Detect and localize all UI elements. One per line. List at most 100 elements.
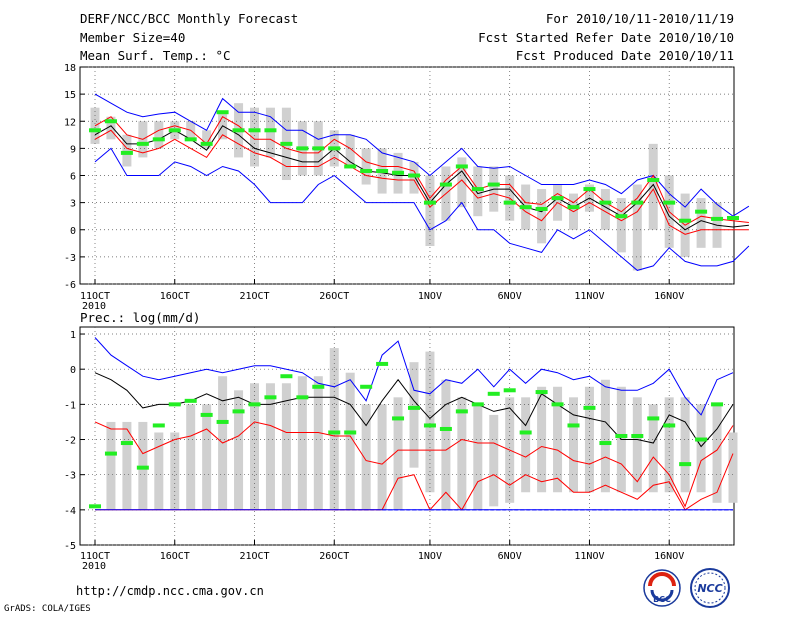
- observed-marker: [248, 128, 261, 133]
- observed-marker: [328, 430, 341, 435]
- spread-bar: [616, 198, 626, 253]
- spread-bar: [457, 397, 467, 510]
- forecast-produced-date: Fcst Produced Date 2010/10/11: [515, 48, 734, 63]
- observed-marker: [503, 200, 516, 205]
- x-tick-label: 16OCT: [160, 551, 190, 562]
- ncc-logo-text: NCC: [697, 582, 722, 595]
- panel-title: Prec.: log(mm/d): [80, 310, 200, 325]
- x-tick-label: 6NOV: [498, 291, 522, 302]
- y-tick-label: -3: [64, 471, 76, 482]
- observed-marker: [647, 416, 660, 421]
- observed-marker: [471, 402, 484, 407]
- observed-marker: [280, 374, 293, 379]
- observed-marker: [360, 168, 373, 173]
- observed-marker: [184, 137, 197, 142]
- observed-marker: [248, 402, 261, 407]
- observed-marker: [519, 205, 532, 210]
- observed-marker: [423, 423, 436, 428]
- y-tick-label: 3: [70, 199, 76, 210]
- x-tick-label: 16NOV: [654, 551, 684, 562]
- spread-bar: [281, 383, 291, 510]
- x-tick-label: 1NOV: [418, 291, 442, 302]
- spread-bar: [202, 404, 212, 510]
- observed-marker: [136, 141, 149, 146]
- spread-bar: [122, 421, 132, 510]
- spread-bar: [106, 421, 116, 510]
- spread-bar: [648, 404, 658, 493]
- observed-marker: [296, 395, 309, 400]
- y-tick-label: -3: [64, 253, 76, 264]
- observed-marker: [471, 187, 484, 192]
- spread-bar: [489, 414, 499, 507]
- observed-marker: [376, 361, 389, 366]
- observed-marker: [487, 391, 500, 396]
- observed-marker: [599, 200, 612, 205]
- observed-marker: [519, 430, 532, 435]
- x-tick-label: 16NOV: [654, 291, 684, 302]
- observed-marker: [89, 128, 101, 133]
- observed-marker: [168, 402, 181, 407]
- bcc-ncc-logos: BCC NCC: [643, 568, 730, 608]
- y-tick-label: -1: [64, 400, 76, 411]
- observed-marker: [360, 384, 373, 389]
- observed-marker: [264, 128, 277, 133]
- ncc-logo: NCC: [690, 568, 730, 608]
- spread-bar: [345, 134, 355, 167]
- x-tick-label: 11OCT: [80, 291, 110, 302]
- spread-bar: [600, 379, 610, 493]
- spread-bar: [154, 432, 164, 510]
- observed-marker: [264, 395, 277, 400]
- spread-bar: [457, 157, 467, 208]
- spread-bar: [728, 432, 738, 503]
- observed-marker: [679, 462, 692, 467]
- observed-marker: [184, 398, 197, 403]
- observed-marker: [280, 141, 293, 146]
- observed-marker: [647, 178, 660, 183]
- spread-bar: [648, 143, 658, 230]
- observed-marker: [503, 388, 516, 393]
- spread-bar: [425, 351, 435, 493]
- spread-bar: [345, 372, 355, 510]
- observed-marker: [631, 200, 644, 205]
- spread-bar: [664, 397, 674, 493]
- observed-marker: [711, 402, 724, 407]
- spread-bar: [361, 148, 371, 185]
- observed-marker: [535, 206, 548, 211]
- observed-marker: [439, 426, 452, 431]
- observed-marker: [439, 182, 452, 187]
- observed-marker: [599, 441, 612, 446]
- observed-marker: [695, 437, 708, 442]
- spread-bar: [537, 189, 547, 244]
- y-tick-label: 12: [64, 117, 76, 128]
- observed-marker: [216, 110, 229, 115]
- bcc-logo: BCC: [643, 569, 681, 607]
- y-tick-label: 0: [70, 365, 76, 376]
- observed-marker: [312, 384, 325, 389]
- x-tick-label: 26OCT: [319, 291, 349, 302]
- observed-marker: [392, 170, 405, 175]
- source-url[interactable]: http://cmdp.ncc.cma.gov.cn: [76, 584, 264, 598]
- member-size-label: Member Size=40: [80, 30, 186, 45]
- spread-bar: [122, 134, 132, 167]
- y-tick-label: -6: [64, 280, 76, 291]
- y-tick-label: 1: [70, 330, 76, 341]
- x-tick-label: 11NOV: [574, 551, 604, 562]
- spread-bar: [265, 383, 275, 510]
- series-upper-quartile: [94, 116, 749, 226]
- observed-marker: [120, 150, 133, 155]
- observed-marker: [567, 205, 580, 210]
- observed-marker: [232, 128, 245, 133]
- observed-marker: [104, 119, 117, 124]
- spread-bar: [313, 376, 323, 510]
- series-upper-quartile: [94, 372, 734, 448]
- forecast-period: For 2010/10/11-2010/11/19: [545, 11, 734, 26]
- spread-bar: [377, 404, 387, 510]
- spread-bar: [393, 397, 403, 510]
- spread-bar: [600, 189, 610, 230]
- spread-bar: [234, 390, 244, 510]
- y-tick-label: -2: [64, 436, 76, 447]
- observed-marker: [152, 423, 165, 428]
- observed-marker: [631, 434, 644, 438]
- observed-marker: [663, 200, 676, 205]
- y-tick-label: 6: [70, 172, 76, 183]
